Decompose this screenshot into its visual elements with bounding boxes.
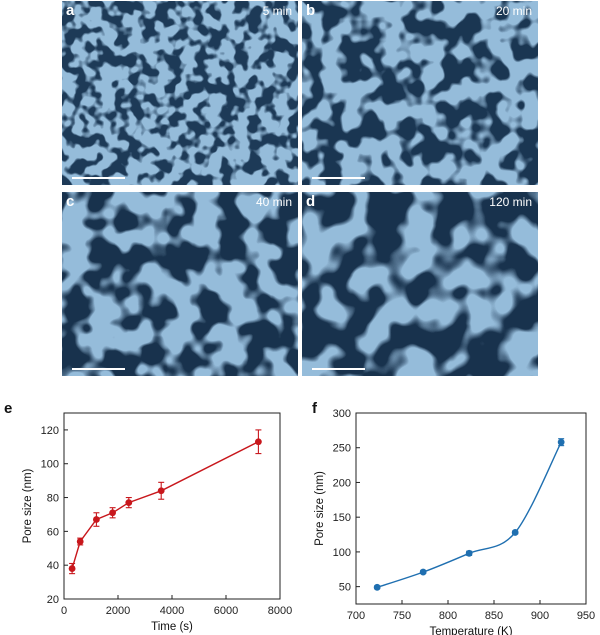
data-point <box>465 549 473 557</box>
y-tick-label: 40 <box>47 560 59 572</box>
y-tick-label: 120 <box>41 425 59 437</box>
plot-frame <box>355 412 587 605</box>
time-label: 120 min <box>489 195 532 209</box>
panel-letter: b <box>306 2 316 19</box>
panel-letter: a <box>66 2 75 19</box>
data-point <box>157 487 165 495</box>
time-label: 20 min <box>495 4 532 18</box>
x-tick-label: 850 <box>485 610 503 622</box>
scale-bar <box>72 368 125 370</box>
sem-image <box>302 192 538 376</box>
panel-letter: c <box>66 193 75 210</box>
y-axis-label: Pore size (nm) <box>22 468 34 543</box>
data-point <box>511 529 519 536</box>
x-tick-label: 750 <box>393 610 411 622</box>
y-tick-label: 250 <box>333 443 351 455</box>
x-tick-label: 8000 <box>268 605 292 617</box>
x-tick-label: 800 <box>439 610 457 622</box>
micrograph-a: a 5 min <box>62 1 298 185</box>
data-point <box>373 583 381 591</box>
data-point <box>109 509 116 517</box>
series-line <box>376 441 562 588</box>
x-axis-label: Time (s) <box>151 621 193 633</box>
y-tick-label: 20 <box>47 594 59 606</box>
series-line <box>71 441 259 569</box>
data-point <box>68 565 76 572</box>
scale-bar <box>312 177 365 179</box>
sem-image <box>62 1 298 185</box>
data-point <box>93 516 100 523</box>
x-tick-label: 4000 <box>160 605 184 617</box>
y-tick-label: 80 <box>47 493 59 505</box>
x-axis-label: Temperature (K) <box>429 626 512 635</box>
scale-bar <box>312 368 365 370</box>
sem-image <box>62 192 298 376</box>
plot-frame <box>63 412 281 600</box>
panel-letter-e: e <box>4 400 12 417</box>
y-tick-label: 150 <box>333 512 351 524</box>
x-tick-label: 950 <box>577 610 595 622</box>
y-tick-label: 100 <box>333 547 351 559</box>
micrograph-d: d 120 min <box>302 192 538 376</box>
micrograph-c: c 40 min <box>62 192 298 376</box>
x-tick-label: 700 <box>347 610 365 622</box>
data-point <box>255 438 262 446</box>
sem-image <box>302 1 538 185</box>
data-point <box>557 438 565 446</box>
x-tick-label: 0 <box>61 605 67 617</box>
panel-letter-f: f <box>312 400 318 417</box>
micrograph-b: b 20 min <box>302 1 538 185</box>
panel-letter: d <box>306 193 316 210</box>
y-tick-label: 200 <box>333 477 351 489</box>
y-axis-label: Pore size (nm) <box>314 471 326 546</box>
x-tick-label: 6000 <box>214 605 238 617</box>
y-tick-label: 50 <box>339 582 351 594</box>
x-tick-label: 2000 <box>106 605 130 617</box>
y-tick-label: 300 <box>333 408 351 420</box>
y-tick-label: 100 <box>41 459 59 471</box>
time-label: 5 min <box>262 4 292 18</box>
time-label: 40 min <box>255 195 292 209</box>
data-point <box>419 568 427 576</box>
data-point <box>76 538 84 545</box>
y-tick-label: 60 <box>47 526 59 538</box>
scale-bar <box>72 177 125 179</box>
data-point <box>125 499 133 507</box>
x-tick-label: 900 <box>531 610 549 622</box>
